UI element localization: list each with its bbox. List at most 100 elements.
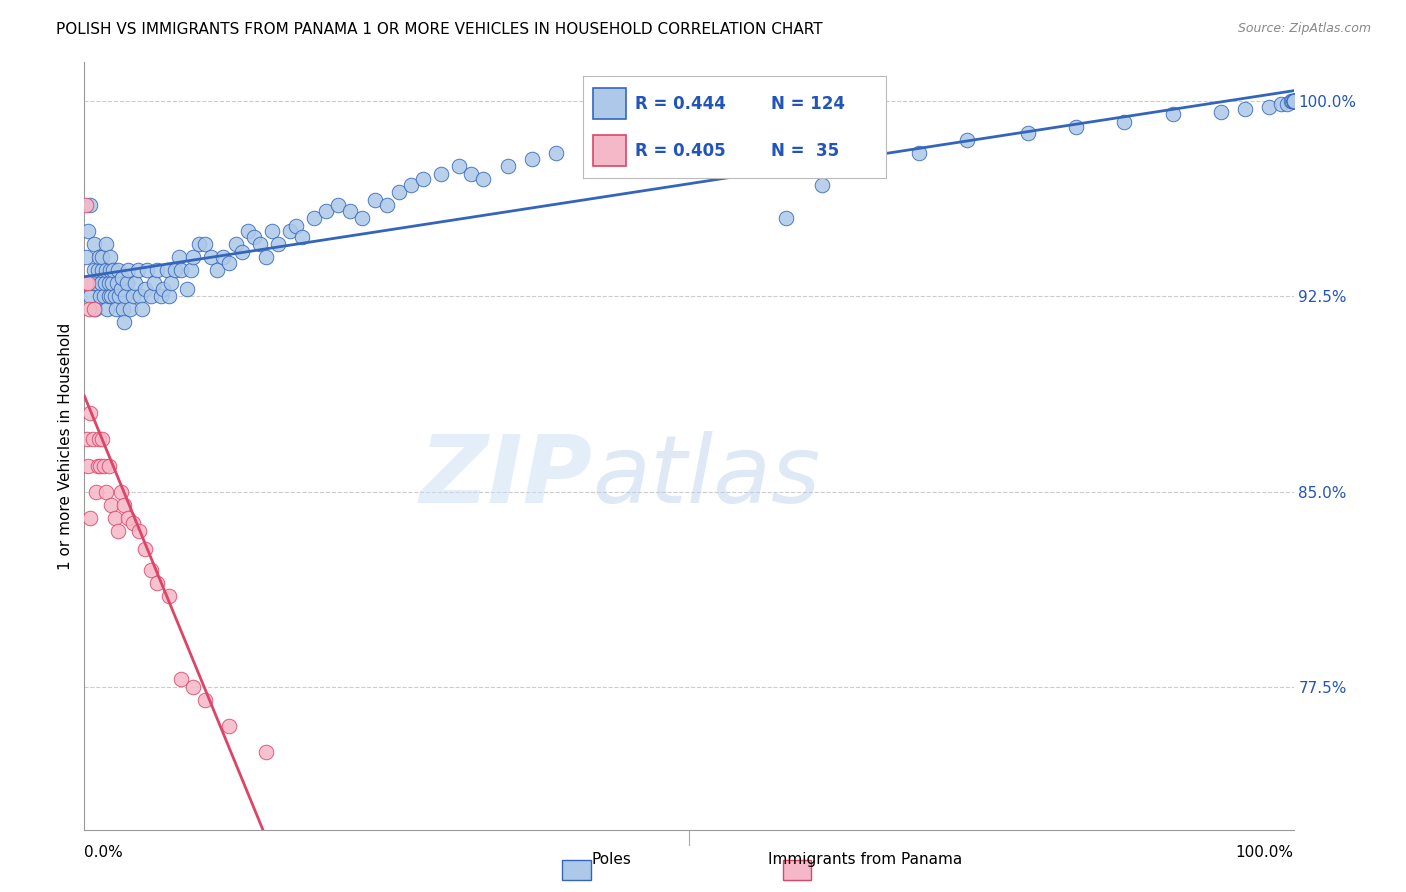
Point — [105, 277, 128, 291]
Point — [97, 289, 120, 303]
Point — [654, 152, 676, 166]
Point — [302, 211, 325, 226]
Bar — [592, 88, 626, 119]
Point — [284, 219, 308, 234]
Point — [449, 160, 471, 174]
Point — [1279, 95, 1302, 109]
Point — [89, 289, 111, 303]
Point — [93, 289, 115, 303]
Point — [236, 224, 259, 238]
Point — [131, 302, 153, 317]
Point — [315, 203, 337, 218]
Point — [1114, 115, 1136, 129]
Point — [1282, 95, 1305, 109]
Text: Source: ZipAtlas.com: Source: ZipAtlas.com — [1237, 22, 1371, 36]
Point — [86, 458, 108, 473]
Point — [79, 289, 101, 303]
Point — [249, 237, 271, 252]
Point — [254, 745, 277, 759]
Point — [103, 263, 125, 277]
Point — [79, 407, 101, 421]
Point — [96, 302, 118, 317]
Point — [170, 672, 193, 686]
Point — [1282, 95, 1305, 109]
Point — [98, 251, 121, 265]
Point — [117, 263, 139, 277]
Point — [97, 277, 120, 291]
Point — [143, 277, 166, 291]
Point — [520, 152, 543, 166]
Point — [149, 289, 172, 303]
Point — [86, 277, 108, 291]
Point — [86, 263, 108, 277]
Point — [1282, 95, 1305, 109]
Point — [155, 263, 177, 277]
Bar — [592, 136, 626, 166]
Point — [1282, 95, 1305, 109]
Point — [738, 133, 761, 147]
Point — [399, 178, 422, 192]
Text: Immigrants from Panama: Immigrants from Panama — [768, 852, 962, 867]
Point — [225, 237, 247, 252]
Point — [77, 224, 100, 238]
Point — [111, 271, 134, 285]
Point — [94, 277, 117, 291]
Point — [811, 178, 834, 192]
Point — [278, 224, 301, 238]
Point — [472, 172, 495, 186]
Point — [79, 510, 101, 524]
Point — [160, 277, 183, 291]
Point — [115, 277, 138, 291]
Point — [1282, 95, 1305, 109]
Point — [83, 237, 105, 252]
Point — [77, 277, 100, 291]
Y-axis label: 1 or more Vehicles in Household: 1 or more Vehicles in Household — [58, 322, 73, 570]
Point — [181, 251, 204, 265]
Point — [89, 458, 111, 473]
Text: N =  35: N = 35 — [770, 142, 839, 160]
Point — [76, 277, 98, 291]
Point — [200, 251, 222, 265]
Point — [260, 224, 283, 238]
Point — [134, 541, 156, 556]
Point — [104, 289, 127, 303]
Point — [77, 458, 100, 473]
Point — [94, 484, 117, 499]
Point — [460, 167, 482, 181]
Text: R = 0.444: R = 0.444 — [636, 95, 725, 112]
Point — [104, 302, 127, 317]
Point — [218, 255, 240, 269]
Point — [86, 484, 108, 499]
Point — [124, 277, 146, 291]
Point — [91, 433, 114, 447]
Text: 0.0%: 0.0% — [84, 845, 124, 860]
Point — [328, 198, 350, 212]
Point — [82, 433, 104, 447]
Point — [121, 289, 143, 303]
Point — [170, 263, 193, 277]
Point — [363, 194, 385, 208]
Point — [107, 524, 129, 538]
Point — [90, 277, 112, 291]
Point — [1017, 126, 1039, 140]
Point — [146, 263, 169, 277]
Text: ZIP: ZIP — [419, 431, 592, 523]
Point — [180, 263, 202, 277]
Point — [352, 211, 374, 226]
Point — [1161, 107, 1184, 121]
Point — [127, 263, 149, 277]
Point — [956, 133, 979, 147]
Point — [165, 263, 187, 277]
Point — [75, 251, 97, 265]
Text: 100.0%: 100.0% — [1236, 845, 1294, 860]
Point — [120, 302, 142, 317]
Point — [1282, 95, 1305, 109]
Point — [121, 516, 143, 530]
Text: R = 0.405: R = 0.405 — [636, 142, 725, 160]
Point — [104, 510, 127, 524]
Point — [152, 282, 174, 296]
Point — [1258, 100, 1281, 114]
Point — [79, 198, 101, 212]
Point — [907, 146, 929, 161]
Point — [194, 692, 217, 706]
